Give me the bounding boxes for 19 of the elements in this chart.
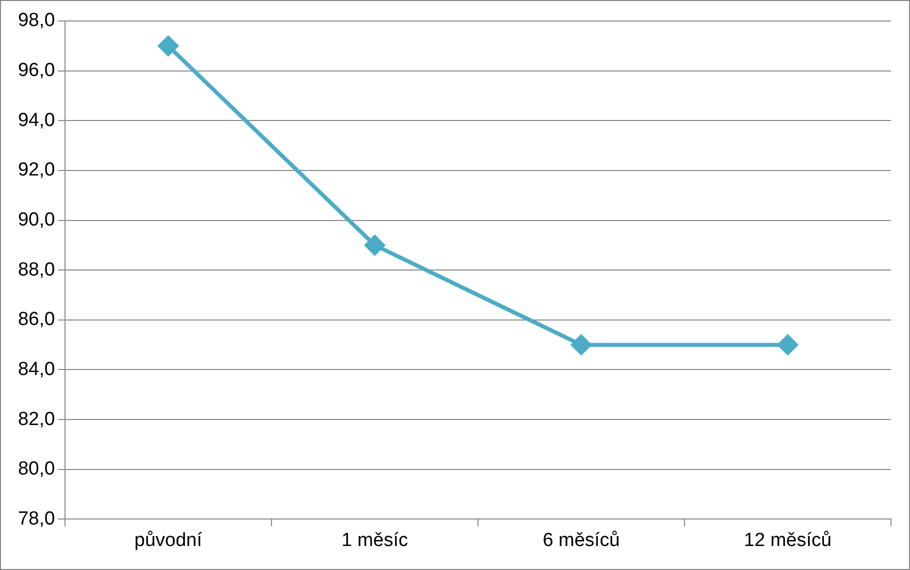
point (571, 334, 592, 355)
y-tick-label: 98,0 (18, 10, 55, 32)
point (158, 36, 178, 56)
y-tick-label: 94,0 (18, 110, 55, 131)
y-tick-label: 96,0 (18, 60, 55, 82)
y-tick-label: 80,0 (18, 458, 55, 480)
y-tick-label: 78,0 (18, 508, 55, 530)
x-tick-label: 12 měsíců (744, 530, 832, 551)
x-tick-label: původní (134, 530, 203, 551)
x-tick-label: 1 měsíc (341, 530, 408, 551)
y-tick-label: 88,0 (18, 259, 55, 280)
point (364, 235, 385, 256)
y-tick-label: 90,0 (18, 210, 55, 231)
y-tick-label: 86,0 (18, 309, 55, 330)
x-tick-label: 6 měsíců (542, 530, 620, 551)
y-tick-label: 84,0 (18, 358, 55, 380)
y-tick-label: 82,0 (18, 408, 55, 430)
point (778, 334, 798, 355)
y-tick-label: 92,0 (18, 160, 55, 181)
